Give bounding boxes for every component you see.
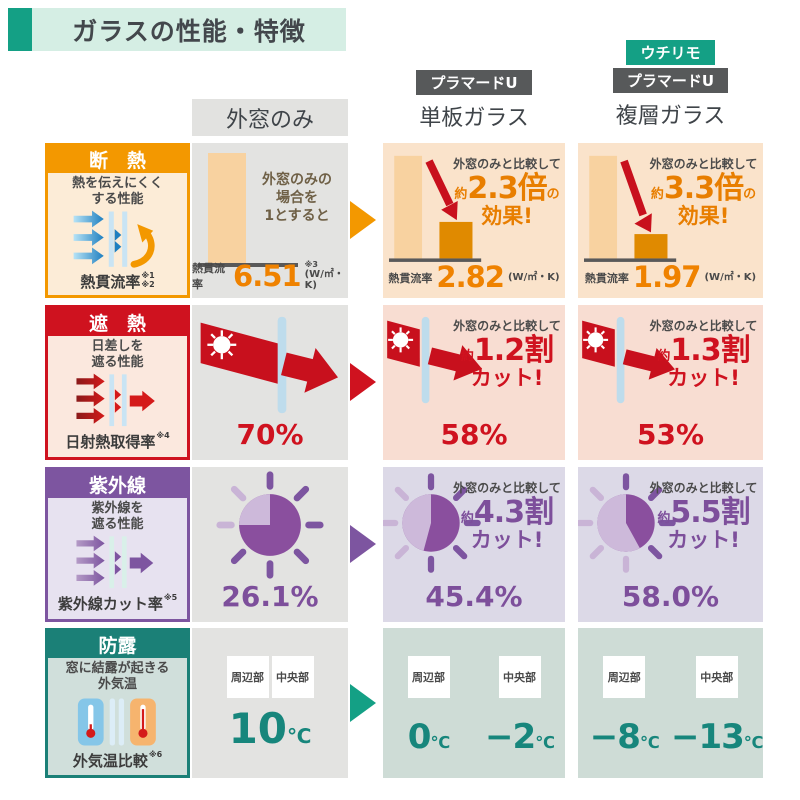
uv-sun-pie-icon — [216, 471, 324, 579]
center-label: 中央部 — [271, 656, 314, 698]
row-insulation-desc: 熱を伝えにくく する性能 — [72, 176, 163, 208]
metric-label: 紫外線カット率※5 — [57, 593, 178, 613]
column-header-single-glass: プラマードU 単板ガラス — [383, 70, 565, 132]
row-uv-title: 紫外線 — [48, 470, 187, 498]
bar-comparison-icon — [584, 155, 677, 262]
series-badge: ウチリモ — [626, 40, 715, 65]
metric-label: 外気温比較※6 — [72, 749, 163, 770]
column-header-baseline: 外窓のみ — [192, 99, 348, 136]
flow-arrow-icon — [350, 684, 376, 722]
baseline-bar — [208, 153, 246, 263]
row-heat-shield-desc: 日差しを 遮る性能 — [91, 339, 144, 371]
flow-arrow-icon — [350, 363, 376, 401]
heat-shield-arrows-icon — [48, 372, 187, 432]
insulation-single-cell: 外窓のみと比較して 約2.3倍の 効果! 熱貫流率 2.82 (W/㎡・K) — [383, 143, 565, 298]
perimeter-label: 周辺部 — [226, 656, 269, 698]
condensation-double-cell: 周辺部 −8℃ 中央部 −13℃ — [578, 628, 763, 778]
effect-text: 外窓のみと比較して 約1.3割 カット! — [649, 319, 758, 390]
effect-text: 外窓のみと比較して 約4.3割 カット! — [453, 481, 561, 552]
effect-text: 外窓のみと比較して 約5.5割 カット! — [649, 481, 758, 552]
heat-shield-double-cell: 外窓のみと比較して 約1.3割 カット! 53% — [578, 305, 763, 460]
result-value: 58% — [440, 418, 508, 451]
uv-baseline-cell: 26.1% — [192, 467, 348, 622]
u-value-line: 熱貫流率 1.97 (W/㎡・K) — [584, 260, 757, 294]
row-uv-desc: 紫外線を 遮る性能 — [91, 501, 144, 533]
row-insulation-label-card: 断 熱 熱を伝えにくく する性能 熱貫流率※1 ※2 — [45, 143, 190, 298]
center-label: 中央部 — [695, 656, 738, 698]
condensation-single-cell: 周辺部 0℃ 中央部 −2℃ — [383, 628, 565, 778]
result-value: 45.4% — [425, 580, 523, 613]
result-value: 53% — [636, 418, 705, 451]
insulation-arrows-icon — [48, 209, 187, 271]
sunlight-arrow-icon — [200, 316, 339, 414]
baseline-temperature: 10℃ — [228, 704, 312, 753]
title-accent-square — [8, 8, 32, 51]
flow-arrow-icon — [350, 525, 376, 563]
center-temperature: −13℃ — [670, 717, 763, 757]
glass-type-label: 複層ガラス — [615, 104, 726, 129]
uv-arrows-icon — [48, 534, 187, 594]
u-value-line: 熱貫流率 6.51 ※3 (W/㎡・K) — [192, 258, 344, 293]
perimeter-temperature: 0℃ — [407, 717, 450, 757]
brand-badge: プラマードU — [612, 68, 729, 93]
baseline-value: 70% — [236, 418, 304, 451]
perimeter-temperature: −8℃ — [589, 717, 660, 757]
perimeter-column: 周辺部 −8℃ — [578, 656, 671, 754]
brand-badge: プラマードU — [416, 70, 532, 95]
metric-label: 熱貫流率※1 ※2 — [80, 270, 155, 291]
row-heat-shield-title: 遮 熱 — [48, 308, 187, 336]
column-header-double-glass: ウチリモ プラマードU 複層ガラス — [578, 40, 763, 130]
flow-arrow-icon — [350, 201, 376, 239]
thermometer-comparison-icon — [48, 694, 187, 750]
insulation-double-cell: 外窓のみと比較して 約3.3倍の 効果! 熱貫流率 1.97 (W/㎡・K) — [578, 143, 763, 298]
row-insulation-title: 断 熱 — [48, 146, 187, 173]
uv-single-cell: 外窓のみと比較して 約4.3割 カット! 45.4% — [383, 467, 565, 622]
baseline-value: 26.1% — [221, 580, 319, 613]
heat-shield-single-cell: 外窓のみと比較して 約1.2割 カット! 58% — [383, 305, 565, 460]
baseline-caption: 外窓のみの 場合を 1とすると — [262, 172, 332, 225]
metric-label: 日射熱取得率※4 — [65, 431, 170, 451]
row-condensation-desc: 窓に結露が起きる 外気温 — [65, 661, 170, 693]
uv-double-cell: 外窓のみと比較して 約5.5割 カット! 58.0% — [578, 467, 763, 622]
bar-comparison-icon — [389, 155, 482, 262]
sunlight-cut-icon — [582, 316, 675, 404]
effect-text: 外窓のみと比較して 約2.3倍の 効果! — [453, 157, 561, 228]
row-uv-label-card: 紫外線 紫外線を 遮る性能 紫外線カット率※5 — [45, 467, 190, 622]
uv-sun-pie-icon — [383, 473, 481, 573]
perimeter-label: 周辺部 — [407, 656, 450, 698]
center-label: 中央部 — [498, 656, 541, 698]
zone-labels: 周辺部 中央部 — [192, 656, 348, 698]
effect-text: 外窓のみと比較して 約3.3倍の 効果! — [649, 157, 758, 228]
u-value-line: 熱貫流率 2.82 (W/㎡・K) — [388, 260, 560, 294]
uv-sun-pie-icon — [578, 473, 676, 573]
page-title: ガラスの性能・特徴 — [32, 8, 346, 51]
center-temperature: −2℃ — [485, 717, 555, 757]
effect-text: 外窓のみと比較して 約1.2割 カット! — [453, 319, 561, 390]
insulation-baseline-cell: 外窓のみの 場合を 1とすると 熱貫流率 6.51 ※3 (W/㎡・K) — [192, 143, 348, 298]
result-value: 58.0% — [621, 580, 720, 613]
center-column: 中央部 −2℃ — [474, 656, 565, 754]
perimeter-column: 周辺部 0℃ — [383, 656, 474, 754]
sunlight-cut-icon — [387, 316, 483, 404]
perimeter-label: 周辺部 — [603, 656, 646, 698]
glass-type-label: 単板ガラス — [419, 106, 529, 131]
bar-baseline — [198, 263, 298, 267]
page-title-block: ガラスの性能・特徴 — [8, 8, 346, 51]
condensation-baseline-cell: 周辺部 中央部 10℃ — [192, 628, 348, 778]
row-condensation-title: 防露 — [48, 631, 187, 658]
heat-shield-baseline-cell: 70% — [192, 305, 348, 460]
row-condensation-label-card: 防露 窓に結露が起きる 外気温 外気温比較※6 — [45, 628, 190, 778]
row-heat-shield-label-card: 遮 熱 日差しを 遮る性能 日射熱取得率※4 — [45, 305, 190, 460]
center-column: 中央部 −13℃ — [670, 656, 763, 757]
